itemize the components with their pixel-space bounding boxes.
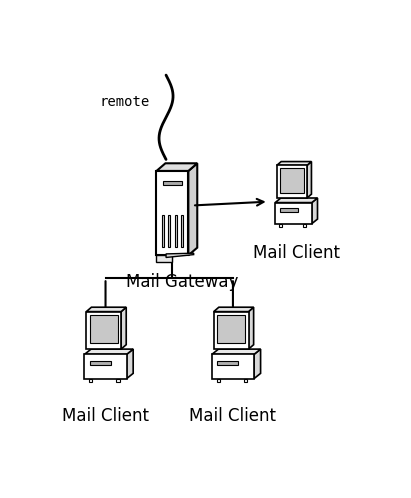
Bar	[116, 378, 120, 382]
Bar	[157, 171, 188, 255]
Text: Mail Client: Mail Client	[189, 407, 277, 425]
Text: Mail Client: Mail Client	[253, 244, 340, 262]
Bar	[217, 315, 245, 343]
Bar	[86, 312, 121, 349]
Polygon shape	[85, 349, 133, 355]
Bar	[85, 355, 127, 378]
Polygon shape	[275, 198, 318, 203]
Text: remote: remote	[99, 95, 150, 109]
Bar	[279, 208, 298, 212]
Circle shape	[243, 364, 248, 370]
Circle shape	[116, 364, 120, 370]
Bar	[162, 181, 182, 185]
Text: Mail Client: Mail Client	[62, 407, 149, 425]
Polygon shape	[307, 161, 312, 198]
Polygon shape	[166, 253, 194, 257]
Polygon shape	[254, 349, 261, 378]
Bar	[280, 168, 304, 193]
Bar	[212, 355, 254, 378]
Polygon shape	[214, 307, 254, 312]
Bar	[214, 312, 249, 349]
Bar	[89, 378, 92, 382]
Polygon shape	[121, 307, 126, 349]
Polygon shape	[249, 307, 254, 349]
Bar	[217, 378, 220, 382]
Bar	[279, 224, 282, 227]
Bar	[162, 215, 164, 247]
Polygon shape	[127, 349, 133, 378]
Polygon shape	[277, 161, 312, 165]
Polygon shape	[157, 163, 197, 171]
Bar	[157, 255, 173, 262]
Circle shape	[302, 211, 307, 216]
Bar	[303, 224, 306, 227]
Bar	[175, 215, 177, 247]
Bar	[90, 315, 118, 343]
Bar	[168, 215, 170, 247]
Bar	[181, 215, 183, 247]
Bar	[90, 361, 111, 366]
Bar	[217, 361, 238, 366]
Bar	[277, 165, 307, 198]
Polygon shape	[312, 198, 318, 224]
Bar	[244, 378, 247, 382]
Bar	[275, 203, 312, 224]
Text: Mail Gateway: Mail Gateway	[126, 272, 238, 290]
Polygon shape	[86, 307, 126, 312]
Polygon shape	[188, 163, 197, 255]
Polygon shape	[212, 349, 261, 355]
